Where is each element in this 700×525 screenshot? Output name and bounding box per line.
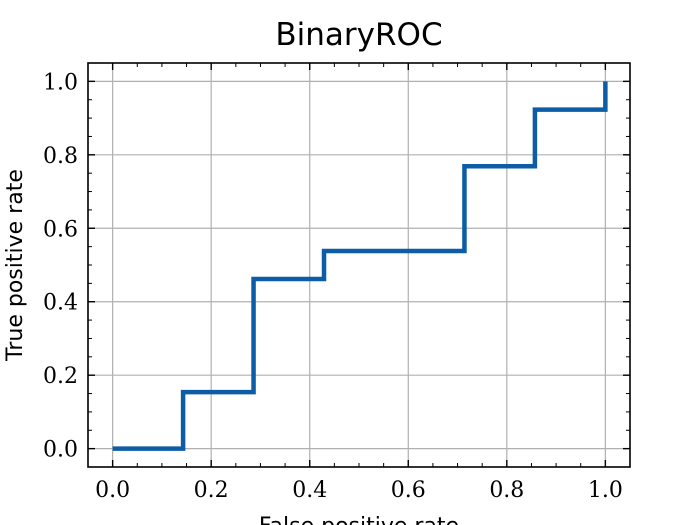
y-tick-label: 0.0: [43, 438, 78, 463]
x-tick-label: 0.2: [194, 478, 229, 503]
y-tick-label: 0.6: [43, 217, 78, 242]
x-tick-label: 0.6: [391, 478, 426, 503]
grid: [88, 63, 630, 467]
x-tick-label: 0.8: [489, 478, 524, 503]
x-tick-label: 1.0: [588, 478, 623, 503]
y-tick-label: 0.8: [43, 144, 78, 169]
roc-curve-line: [112, 81, 608, 451]
x-tick-label: 0.4: [292, 478, 327, 503]
plot-frame: [87, 62, 631, 468]
y-tick-label: 0.4: [43, 291, 78, 316]
x-tick-labels: 0.0 0.2 0.4 0.6 0.8 1.0: [95, 478, 623, 503]
series-layer: [112, 81, 608, 451]
x-axis-label: False positive rate: [259, 514, 459, 525]
y-tick-label: 1.0: [43, 70, 78, 95]
y-tick-label: 0.2: [43, 364, 78, 389]
x-tick-label: 0.0: [95, 478, 130, 503]
axis-ticks: [87, 62, 631, 468]
chart-title: BinaryROC: [275, 17, 442, 53]
y-tick-labels: 0.0 0.2 0.4 0.6 0.8 1.0: [43, 70, 78, 462]
y-axis-label: True positive rate: [3, 169, 28, 362]
